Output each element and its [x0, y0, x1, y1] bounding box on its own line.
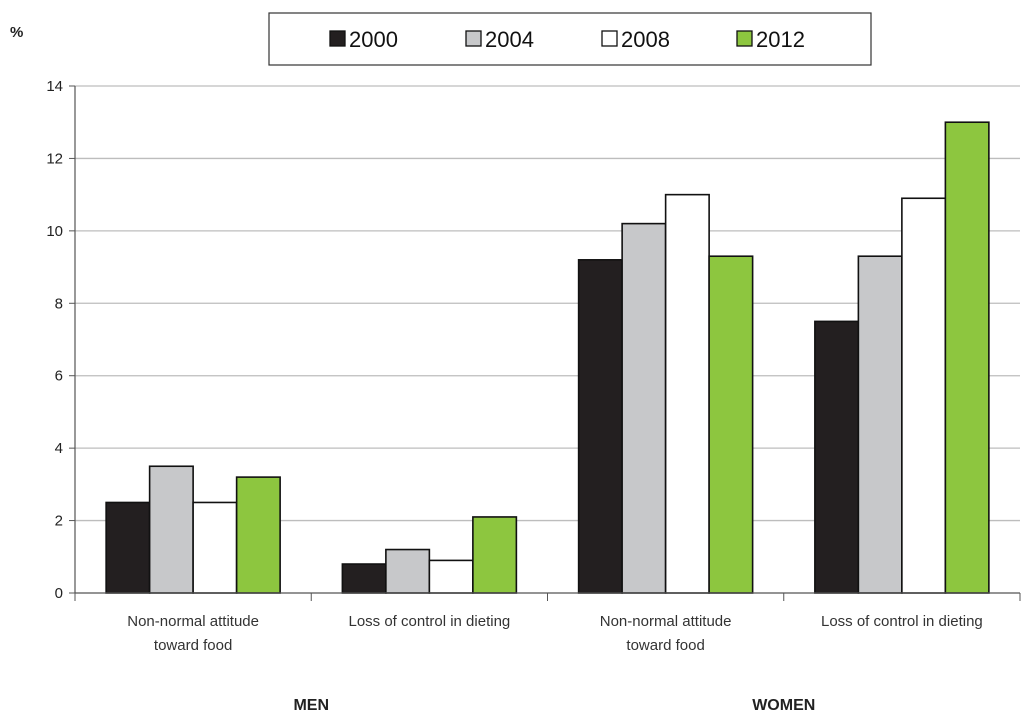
y-tick-label: 4: [55, 440, 63, 457]
bar-2000-1: [341, 563, 387, 594]
bar-2000-2: [577, 259, 623, 594]
group-labels: MEN WOMEN: [293, 697, 815, 714]
category-labels: Non-normal attitude toward food Loss of co…: [127, 613, 983, 654]
y-tick-label: 12: [46, 150, 63, 167]
legend-swatch-2008: [601, 30, 618, 47]
bar-2008-0: [192, 501, 238, 594]
bar-2004-3: [857, 255, 903, 594]
bar-2012-1: [472, 516, 518, 594]
legend-label-2000: 2000: [349, 27, 398, 52]
bar-2012-2: [708, 255, 754, 594]
category-label: toward food: [154, 637, 232, 654]
legend-box: [268, 12, 872, 66]
legend: 2000 2004 2008 2012: [268, 12, 872, 66]
axes: [69, 85, 1021, 601]
y-tick-label: 14: [46, 78, 63, 95]
bar-2004-0: [148, 465, 194, 594]
y-tick-labels: 0 2 4 6 8 10 12 14: [46, 78, 63, 602]
y-tick-label: 0: [55, 585, 63, 602]
bar-2008-2: [664, 193, 710, 594]
legend-swatch-2004: [465, 30, 482, 47]
category-label: Loss of control in dieting: [821, 613, 983, 630]
y-tick-label: 10: [46, 223, 63, 240]
bar-2012-0: [235, 476, 281, 594]
bar-2012-3: [944, 121, 990, 594]
category-label: Non-normal attitude: [127, 613, 259, 630]
bar-2000-3: [814, 320, 860, 594]
y-tick-label: 2: [55, 513, 63, 530]
bar-2004-2: [621, 222, 667, 594]
group-label-women: WOMEN: [752, 697, 815, 714]
legend-label-2008: 2008: [621, 27, 670, 52]
legend-swatch-2000: [329, 30, 346, 47]
category-label: Loss of control in dieting: [348, 613, 510, 630]
y-axis-label: %: [10, 24, 23, 41]
bar-2008-1: [428, 559, 474, 594]
group-label-men: MEN: [293, 697, 329, 714]
legend-label-2012: 2012: [756, 27, 805, 52]
gridlines: [75, 85, 1020, 522]
category-label: Non-normal attitude: [600, 613, 732, 630]
bar-2008-3: [901, 197, 947, 594]
legend-swatch-2012: [736, 30, 753, 47]
y-tick-label: 6: [55, 368, 63, 385]
category-label: toward food: [626, 637, 704, 654]
bar-2004-1: [385, 548, 431, 594]
legend-label-2004: 2004: [485, 27, 534, 52]
bar-2000-0: [105, 501, 151, 594]
bars: [105, 121, 990, 594]
y-tick-label: 8: [55, 295, 63, 312]
